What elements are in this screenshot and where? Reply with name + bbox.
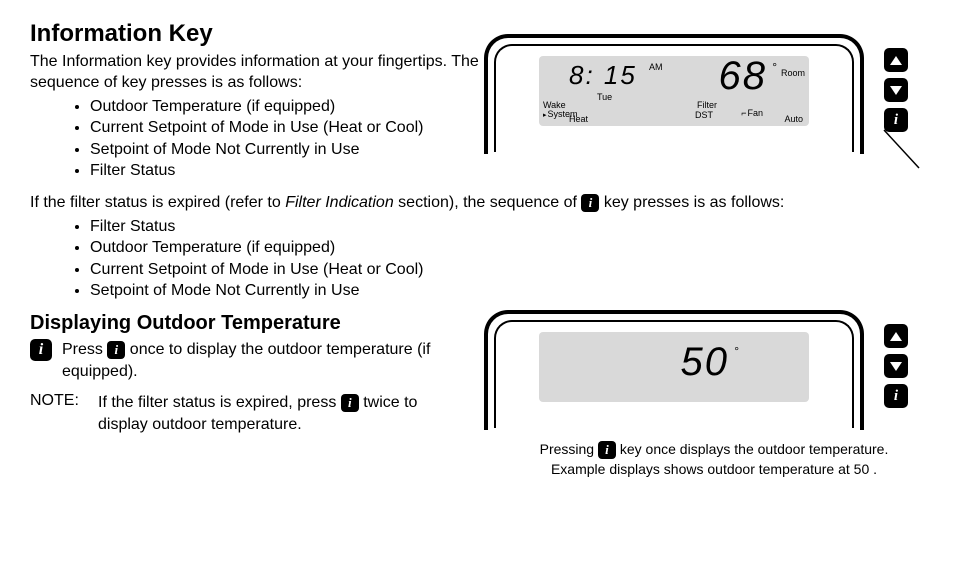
up-button[interactable] [884,48,908,72]
info-icon: i [598,441,616,459]
text: key presses is as follows: [599,194,784,211]
info-key-mid-para: If the filter status is expired (refer t… [30,192,924,214]
text-italic: Filter Indication [285,194,394,211]
triangle-up-icon [890,56,902,65]
bezel-inner: 8: 15 AM 68 ° Room Tue Wake System Heat … [494,44,854,152]
lcd-degree: ° [772,60,777,74]
info-button[interactable]: i [884,108,908,132]
bezel-inner: 50 ° [494,320,854,428]
section-title-info-key: Information Key [30,20,500,48]
lcd-display: 8: 15 AM 68 ° Room Tue Wake System Heat … [539,56,809,126]
triangle-down-icon [890,86,902,95]
list-item: Filter Status [90,216,924,238]
device-buttons: i [884,324,908,408]
device2-caption: Pressing i key once displays the outdoor… [504,440,924,479]
info-icon: i [30,339,52,361]
list-item: Setpoint of Mode Not Currently in Use [90,280,924,302]
list-item: Outdoor Temperature (if equipped) [90,237,924,259]
press-instruction: Press i once to display the outdoor temp… [62,339,500,382]
list-item: Current Setpoint of Mode in Use (Heat or… [90,117,500,139]
text: section), the sequence of [394,194,582,211]
text: Pressing [540,441,598,457]
triangle-down-icon [890,362,902,371]
thermostat-illustration-main: 8: 15 AM 68 ° Room Tue Wake System Heat … [484,34,924,154]
device-buttons: i [884,48,908,132]
list-item: Setpoint of Mode Not Currently in Use [90,139,500,161]
list-item: Outdoor Temperature (if equipped) [90,96,500,118]
lcd-fan: Fan [741,108,763,118]
text: If the filter status is expired (refer t… [30,194,285,211]
text: key once displays the outdoor temperatur… [616,441,888,457]
thermostat-illustration-outdoor: 50 ° i [484,310,924,430]
down-button[interactable] [884,78,908,102]
list-item: Filter Status [90,160,500,182]
info-icon: i [581,194,599,212]
lcd-auto: Auto [784,114,803,124]
list-item: Current Setpoint of Mode in Use (Heat or… [90,259,924,281]
info-key-list-2: Filter Status Outdoor Temperature (if eq… [90,216,924,302]
lcd-display: 50 ° [539,332,809,402]
up-button[interactable] [884,324,908,348]
lcd-day: Tue [597,92,612,102]
triangle-up-icon [890,332,902,341]
lcd-temp: 68 [719,54,768,99]
info-icon: i [107,341,125,359]
lcd-filter: Filter [697,100,717,110]
note-label: NOTE: [30,392,84,410]
info-button[interactable]: i [884,384,908,408]
info-icon: i [341,394,359,412]
info-key-intro: The Information key provides information… [30,52,500,94]
down-button[interactable] [884,354,908,378]
text: Press [62,341,107,358]
lcd-dst: DST [695,110,713,120]
lcd-temp: 50 [681,340,730,385]
note-text: If the filter status is expired, press i… [98,392,438,435]
info-icon: i [894,388,898,405]
lcd-time: 8: 15 [569,60,637,91]
lcd-degree: ° [734,344,739,358]
text: Example displays shows outdoor temperatu… [504,460,924,480]
text: If the filter status is expired, press [98,394,341,411]
lcd-ampm: AM [649,62,663,72]
lcd-heat: Heat [569,114,588,124]
lcd-room-label: Room [781,68,805,78]
info-key-list-1: Outdoor Temperature (if equipped) Curren… [90,96,500,182]
info-icon: i [894,112,898,129]
pointer-line [874,130,924,170]
